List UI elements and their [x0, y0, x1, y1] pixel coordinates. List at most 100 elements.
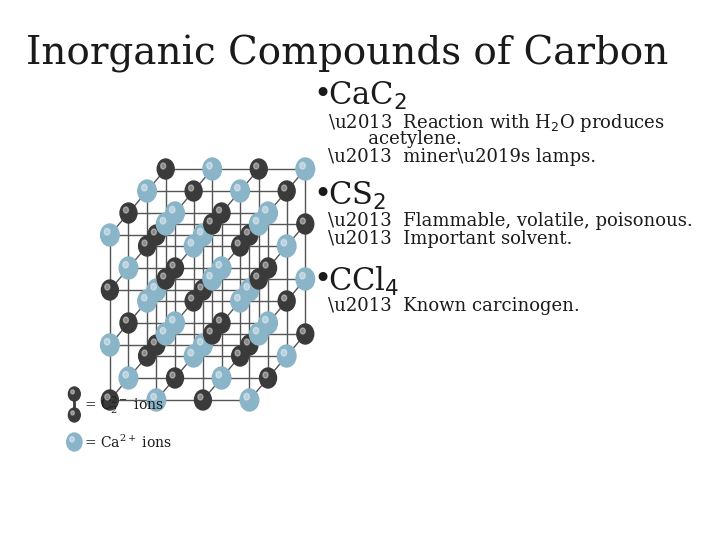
- Circle shape: [188, 349, 194, 356]
- Circle shape: [217, 207, 222, 213]
- Circle shape: [282, 185, 287, 191]
- Circle shape: [231, 290, 249, 312]
- Circle shape: [189, 185, 194, 191]
- Circle shape: [258, 312, 277, 334]
- Circle shape: [105, 284, 110, 290]
- Circle shape: [244, 284, 249, 290]
- Text: •: •: [313, 265, 331, 296]
- Circle shape: [188, 239, 194, 246]
- Circle shape: [194, 224, 212, 246]
- Circle shape: [148, 225, 165, 245]
- Circle shape: [161, 273, 166, 279]
- Circle shape: [166, 202, 184, 224]
- Circle shape: [102, 280, 118, 300]
- Circle shape: [212, 367, 231, 389]
- Text: \u2013  miner\u2019s lamps.: \u2013 miner\u2019s lamps.: [328, 148, 596, 166]
- Circle shape: [300, 163, 305, 169]
- Circle shape: [139, 236, 156, 256]
- Circle shape: [68, 408, 80, 422]
- Circle shape: [244, 339, 249, 345]
- Circle shape: [278, 291, 295, 311]
- Circle shape: [169, 316, 175, 323]
- Circle shape: [258, 202, 277, 224]
- Circle shape: [244, 229, 249, 235]
- Circle shape: [170, 372, 175, 378]
- Circle shape: [207, 328, 212, 334]
- Circle shape: [240, 389, 258, 411]
- Circle shape: [71, 411, 74, 415]
- Circle shape: [150, 284, 156, 290]
- Text: CS$_2$: CS$_2$: [328, 180, 386, 212]
- Circle shape: [251, 269, 267, 289]
- Text: CCl$_4$: CCl$_4$: [328, 265, 400, 298]
- Circle shape: [204, 324, 221, 344]
- Circle shape: [263, 206, 268, 213]
- Circle shape: [71, 390, 74, 394]
- Text: Inorganic Compounds of Carbon: Inorganic Compounds of Carbon: [25, 35, 668, 73]
- Circle shape: [296, 268, 315, 290]
- Circle shape: [157, 269, 174, 289]
- Circle shape: [120, 203, 137, 223]
- Text: = $\mathregular{C_2^{2-}}$ ions: = $\mathregular{C_2^{2-}}$ ions: [84, 394, 164, 416]
- Circle shape: [194, 280, 212, 300]
- Circle shape: [160, 327, 166, 334]
- Circle shape: [105, 394, 110, 400]
- Circle shape: [120, 257, 138, 279]
- Circle shape: [120, 367, 138, 389]
- Circle shape: [235, 350, 240, 356]
- Circle shape: [185, 291, 202, 311]
- Circle shape: [253, 218, 258, 224]
- Circle shape: [142, 294, 147, 301]
- Circle shape: [232, 236, 248, 256]
- Circle shape: [102, 390, 118, 410]
- Circle shape: [253, 327, 258, 334]
- Circle shape: [204, 214, 221, 234]
- Circle shape: [249, 213, 268, 235]
- Circle shape: [300, 328, 305, 334]
- Circle shape: [240, 279, 258, 301]
- Circle shape: [207, 272, 212, 279]
- Circle shape: [263, 372, 268, 378]
- Circle shape: [166, 312, 184, 334]
- Circle shape: [213, 203, 230, 223]
- Text: \u2013  Important solvent.: \u2013 Important solvent.: [328, 230, 572, 248]
- Circle shape: [216, 261, 222, 268]
- Circle shape: [123, 372, 128, 378]
- Circle shape: [166, 258, 184, 278]
- Circle shape: [241, 225, 258, 245]
- Circle shape: [207, 163, 212, 169]
- Circle shape: [157, 159, 174, 179]
- Text: •: •: [313, 180, 331, 211]
- Circle shape: [161, 163, 166, 169]
- Circle shape: [104, 228, 110, 235]
- Circle shape: [203, 158, 222, 180]
- Circle shape: [263, 262, 268, 268]
- Circle shape: [198, 394, 203, 400]
- Circle shape: [68, 387, 80, 401]
- Circle shape: [148, 335, 165, 355]
- Circle shape: [297, 214, 314, 234]
- Circle shape: [67, 433, 82, 451]
- Circle shape: [282, 295, 287, 301]
- Circle shape: [142, 240, 147, 246]
- Text: \u2013  Reaction with H$_2$O produces: \u2013 Reaction with H$_2$O produces: [328, 112, 665, 134]
- Circle shape: [213, 313, 230, 333]
- Text: \u2013  Flammable, volatile, poisonous.: \u2013 Flammable, volatile, poisonous.: [328, 212, 693, 230]
- Circle shape: [184, 235, 203, 257]
- Circle shape: [277, 345, 296, 367]
- Circle shape: [185, 181, 202, 201]
- Circle shape: [253, 273, 258, 279]
- Circle shape: [217, 317, 222, 323]
- Circle shape: [120, 313, 137, 333]
- Circle shape: [150, 394, 156, 400]
- Text: = $\mathregular{Ca^{2+}}$ ions: = $\mathregular{Ca^{2+}}$ ions: [84, 433, 173, 451]
- Circle shape: [123, 207, 128, 213]
- Circle shape: [147, 279, 166, 301]
- Circle shape: [170, 262, 175, 268]
- Circle shape: [300, 272, 305, 279]
- Circle shape: [212, 257, 231, 279]
- Circle shape: [197, 339, 203, 345]
- Circle shape: [160, 218, 166, 224]
- Circle shape: [197, 228, 203, 235]
- Circle shape: [231, 180, 249, 202]
